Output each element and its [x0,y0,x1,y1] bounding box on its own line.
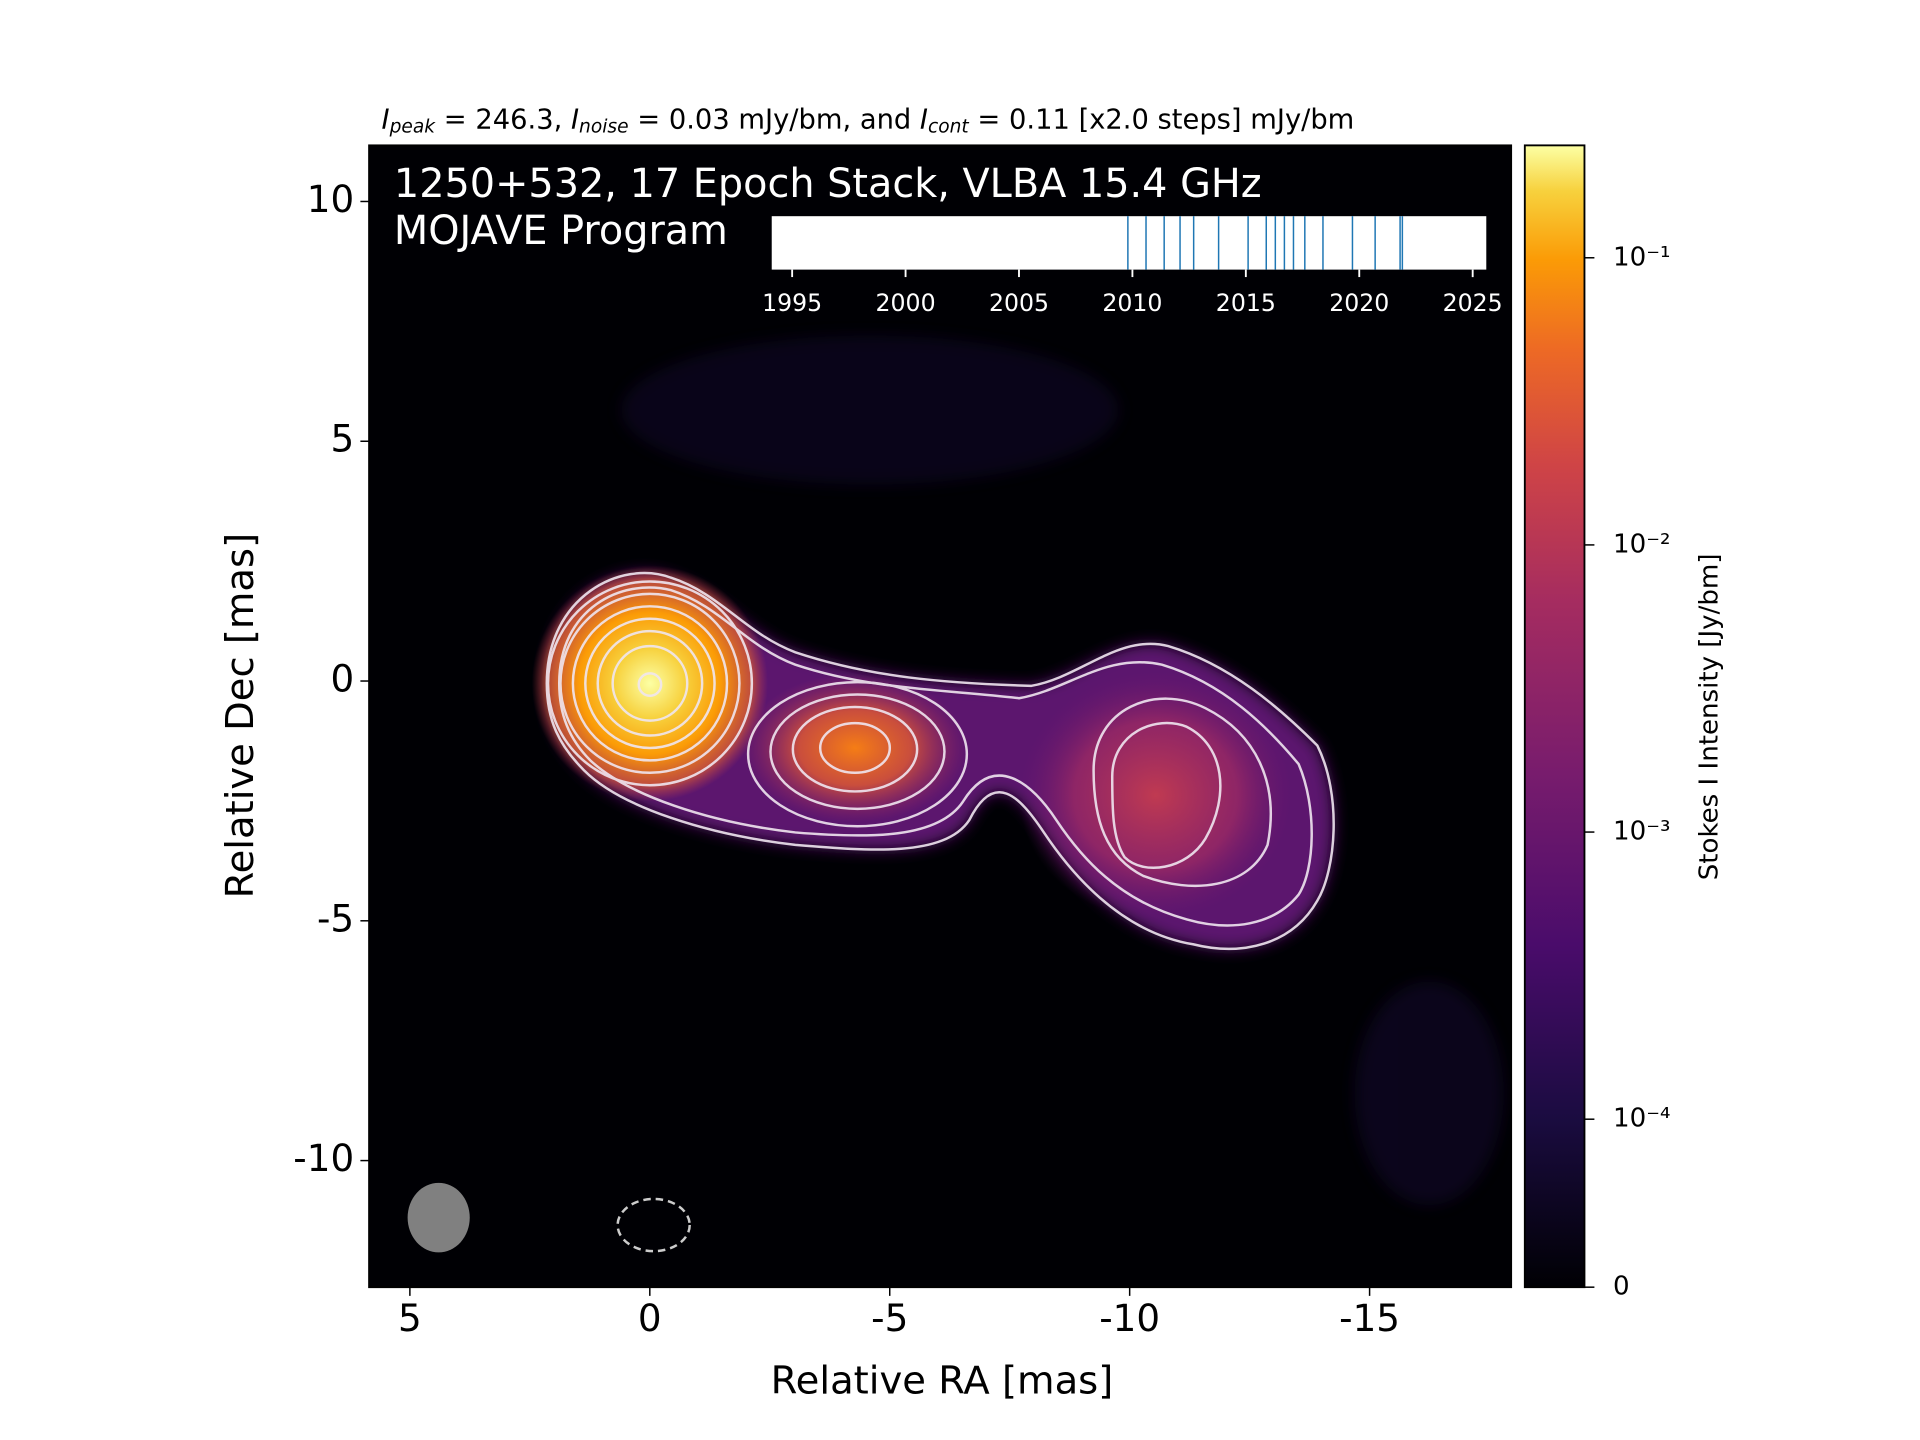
header-symbol: I [920,104,928,135]
chart-subtitle: MOJAVE Program [394,208,728,254]
noise [621,335,1119,485]
timeline-tick-label: 2005 [989,289,1049,317]
colorbar [1524,145,1585,1288]
colorbar-label: Stokes I Intensity [Jy/bm] [1694,553,1724,880]
header-subscript: cont [928,116,969,137]
core [531,565,768,802]
timeline-tick-label: 2025 [1443,289,1503,317]
timeline-marks: 1995 2000 2005 2010 2015 2020 2025 [762,216,1503,317]
header-text: = 0.03 mJy/bm, and [629,104,920,135]
plot-frame [368,144,1513,1289]
header-text: = 246.3, [435,104,571,135]
noise [1354,981,1504,1206]
y-tick-label: 10 [307,177,354,221]
x-axis-label: Relative RA [mas] [771,1358,1114,1403]
x-tick-label: 5 [398,1296,422,1340]
y-axis-label: Relative Dec [mas] [218,533,263,899]
x-tick-label: -15 [1339,1296,1400,1340]
timeline-tick-label: 2010 [1102,289,1162,317]
image: 1250+532, 17 Epoch Stack, VLBA 15.4 GHz … [369,145,1512,1288]
y-tick-label: 0 [330,657,354,701]
header-subscript: noise [579,116,629,137]
header-subscript: peak [389,116,437,137]
y-tick-label: -10 [293,1136,354,1180]
x-tick-label: -5 [871,1296,908,1340]
timeline-tick-label: 1995 [762,289,822,317]
x-tick-label: 0 [638,1296,662,1340]
colorbar-tick-label: 10⁻¹ [1613,242,1670,272]
contours [545,571,1335,951]
timeline-tick-label: 2000 [876,289,936,317]
header-symbol: I [382,104,390,135]
y-tick-label: -5 [317,896,354,940]
colorbar-frame [1523,144,1586,1289]
colorbar-tick-label: 10⁻² [1613,529,1670,559]
beam [407,1182,470,1253]
lobe [1019,670,1293,920]
header-symbol: I [571,104,579,135]
colorbar-tick-label: 10⁻³ [1613,817,1670,847]
timeline-tick-label: 2020 [1329,289,1389,317]
y-tick-label: 5 [330,417,354,461]
colorbar-tick-label: 10⁻⁴ [1613,1104,1670,1134]
colorbar-tick-label: 0 [1613,1272,1630,1302]
timeline-tick-label: 2015 [1216,289,1276,317]
header-text: = 0.11 [x2.0 steps] mJy/bm [969,104,1355,135]
header: Ipeak = 246.3, Inoise = 0.03 mJy/bm, and… [382,104,1355,137]
chart-title: 1250+532, 17 Epoch Stack, VLBA 15.4 GHz [394,161,1262,207]
x-tick-label: -10 [1099,1296,1160,1340]
timeline [771,216,1487,270]
